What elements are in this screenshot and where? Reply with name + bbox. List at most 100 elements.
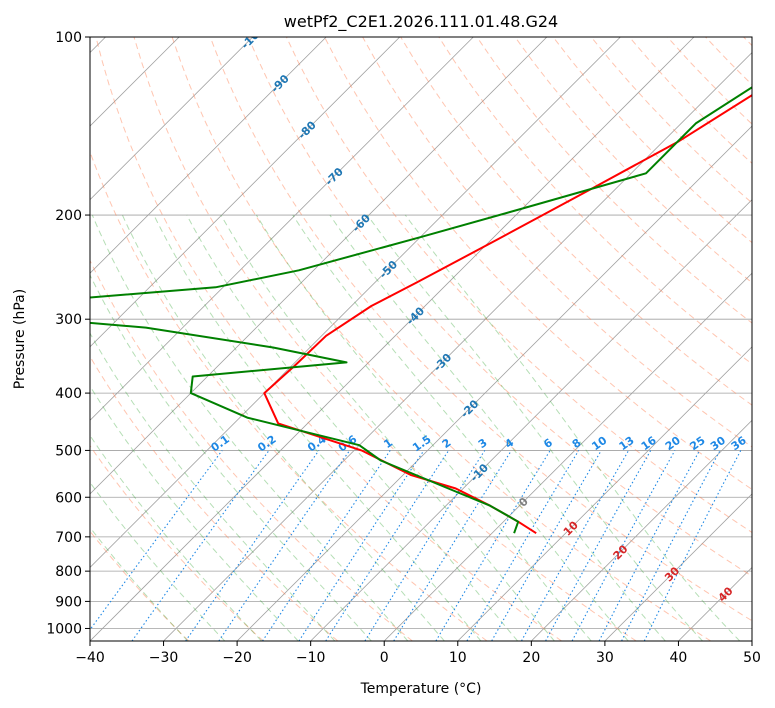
moist-adiabat-line — [90, 332, 336, 641]
moist-adiabat-line — [90, 273, 372, 641]
isotherm-line — [531, 419, 752, 641]
isotherm-line — [457, 346, 752, 641]
mixing-ratio-label: 3 — [476, 436, 490, 451]
x-tick-label: 50 — [743, 650, 761, 666]
plot-frame — [89, 36, 753, 642]
y-axis-ticks: 100 200 300 400 500 600 700 800 900 1000 — [46, 30, 90, 637]
mixing-ratio-line — [393, 450, 512, 641]
dry-adiabat-line — [552, 37, 752, 244]
x-tick-label: 10 — [449, 650, 467, 666]
isotherm-line — [90, 37, 695, 641]
isotherm-line — [604, 493, 752, 641]
moist-adiabat-line — [153, 214, 482, 641]
dry-adiabat-line — [705, 37, 752, 86]
mixing-ratio-label: 0.1 — [208, 433, 231, 455]
mixing-ratio-line — [466, 450, 580, 641]
mixing-ratio-line — [598, 450, 701, 641]
isotherm-line — [751, 640, 752, 641]
mixing-ratio-line — [262, 450, 391, 641]
y-tick-label: 400 — [55, 386, 82, 402]
y-tick-label: 900 — [55, 594, 82, 610]
x-tick-label: 0 — [380, 650, 389, 666]
moist-adiabat-line — [404, 214, 741, 641]
moist-adiabat-line — [186, 214, 518, 641]
dry-adiabat-line — [90, 530, 190, 641]
dewpoint-line — [90, 86, 752, 534]
moist-adiabat-line — [90, 526, 189, 641]
mixing-ratio-label: 6 — [541, 436, 555, 451]
mixing-ratio-label: 4 — [503, 436, 517, 451]
isotherm-line — [236, 125, 752, 641]
mixing-ratio-line — [521, 450, 630, 641]
isotherm-line — [383, 272, 752, 641]
isotherm-line — [90, 37, 621, 569]
x-tick-label: 40 — [670, 650, 688, 666]
curve-labels: 0.1 0.2 0.4 0.6 1 1.5 2 3 4 6 8 10 13 16 20 25 30 36-100-… — [208, 37, 749, 605]
moist-adiabat-line — [367, 214, 703, 641]
dry-adiabat-line — [133, 37, 637, 641]
dry-adiabat-line — [171, 37, 712, 641]
mixing-ratio-line — [643, 450, 742, 641]
dry-adiabat-line — [209, 37, 752, 622]
moist-adiabat-line — [121, 214, 445, 641]
dry-adiabat-line — [90, 444, 264, 641]
y-tick-label: 1000 — [46, 621, 82, 637]
pressure-gridlines — [90, 37, 752, 629]
moist-adiabat-line — [90, 434, 262, 641]
isotherm-line — [310, 199, 752, 641]
isotherms — [90, 37, 752, 641]
mixing-ratio-label: 2 — [440, 436, 454, 451]
moist-adiabat-line — [90, 481, 226, 641]
y-tick-label: 800 — [55, 564, 82, 580]
dry-adiabat-line — [90, 355, 339, 641]
temperature-label: -70 — [323, 165, 346, 188]
dry-adiabat-line — [247, 37, 752, 577]
chart-title: wetPf2_C2E1.2026.111.01.48.G24 — [284, 12, 558, 32]
moist-adiabat-line — [329, 214, 666, 641]
isotherm-line — [90, 37, 401, 348]
x-tick-label: 20 — [522, 650, 540, 666]
y-tick-label: 200 — [55, 208, 82, 224]
temperature-line — [263, 93, 752, 535]
mixing-ratio-line — [131, 450, 270, 641]
dry-adiabat-line — [90, 150, 488, 641]
y-tick-label: 500 — [55, 443, 82, 459]
mixing-ratio-line — [298, 450, 425, 641]
temperature-label: 20 — [611, 542, 631, 562]
moist-adiabat-line — [91, 214, 409, 641]
temperature-label: 10 — [561, 518, 581, 538]
temperature-label: 30 — [662, 564, 682, 584]
dry-adiabat-line — [667, 37, 752, 125]
x-axis-ticks: −40 −30 −20 −10 0 10 20 30 40 50 — [75, 641, 761, 666]
temperature-label: -80 — [296, 118, 319, 141]
dry-adiabat-line — [95, 37, 562, 641]
mixing-ratio-line — [90, 450, 223, 631]
temperature-label: -90 — [268, 72, 291, 95]
y-tick-label: 700 — [55, 530, 82, 546]
isotherm-line — [90, 37, 548, 495]
dry-adiabat-line — [514, 37, 752, 284]
x-tick-label: −20 — [222, 650, 252, 666]
isotherm-line — [90, 37, 327, 274]
mixing-ratio-line — [571, 450, 676, 641]
y-tick-label: 300 — [55, 312, 82, 328]
isotherm-line — [90, 37, 474, 421]
moist-adiabat-line — [220, 214, 555, 641]
y-tick-label: 600 — [55, 490, 82, 506]
mixing-ratio-line — [218, 450, 351, 641]
mixing-ratio-line — [545, 450, 652, 641]
plot-area: 0.1 0.2 0.4 0.6 1 1.5 2 3 4 6 8 10 13 16 20 25 30 36-100-… — [90, 37, 752, 641]
isotherm-line — [90, 37, 253, 201]
x-tick-label: −30 — [149, 650, 179, 666]
mixing-ratio-label: 1.5 — [410, 433, 433, 455]
dry-adiabat-line — [324, 37, 752, 490]
moist-adiabat-line — [292, 214, 629, 641]
dry-adiabat-line — [285, 37, 752, 534]
y-axis-label: Pressure (hPa) — [12, 289, 28, 389]
mixing-ratio-lines — [90, 450, 742, 641]
mixing-ratio-line — [325, 450, 450, 641]
dry-adiabat-line — [90, 259, 413, 641]
x-tick-label: −40 — [75, 650, 105, 666]
dry-adiabats — [90, 37, 752, 641]
